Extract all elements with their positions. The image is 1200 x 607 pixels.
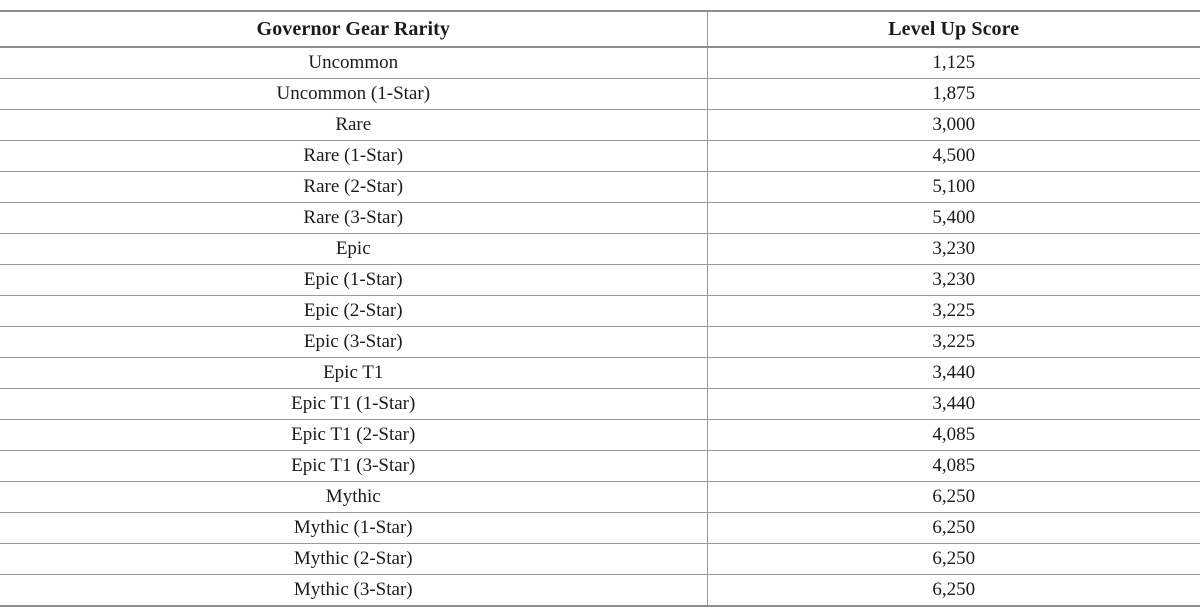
cell-level-up-score: 3,230 <box>707 264 1200 296</box>
cell-gear-rarity: Epic T1 (3-Star) <box>0 450 708 482</box>
table-body: Uncommon 1,125 Uncommon (1-Star) 1,875 Rare 3… <box>0 46 1200 607</box>
cell-level-up-score: 4,085 <box>707 450 1200 482</box>
table-row: Epic T1 3,440 <box>0 357 1200 389</box>
cell-gear-rarity: Uncommon (1-Star) <box>0 78 708 110</box>
cell-level-up-score: 6,250 <box>707 574 1200 607</box>
table-row: Rare (1-Star) 4,500 <box>0 140 1200 172</box>
cell-level-up-score: 6,250 <box>707 512 1200 544</box>
governor-gear-rarity-table: Governor Gear Rarity Level Up Score Unco… <box>0 10 1200 607</box>
cell-gear-rarity: Epic (3-Star) <box>0 326 708 358</box>
cell-gear-rarity: Epic <box>0 233 708 265</box>
cell-level-up-score: 6,250 <box>707 543 1200 575</box>
cell-level-up-score: 3,225 <box>707 295 1200 327</box>
table-row: Mythic (1-Star) 6,250 <box>0 512 1200 544</box>
table-row: Uncommon (1-Star) 1,875 <box>0 78 1200 110</box>
cell-level-up-score: 3,440 <box>707 357 1200 389</box>
cell-level-up-score: 4,500 <box>707 140 1200 172</box>
cell-gear-rarity: Epic T1 (1-Star) <box>0 388 708 420</box>
table-row: Epic 3,230 <box>0 233 1200 265</box>
cell-level-up-score: 6,250 <box>707 481 1200 513</box>
table-row: Mythic (2-Star) 6,250 <box>0 543 1200 575</box>
cell-gear-rarity: Epic (2-Star) <box>0 295 708 327</box>
cell-level-up-score: 5,400 <box>707 202 1200 234</box>
table-row: Rare 3,000 <box>0 109 1200 141</box>
table-row: Rare (2-Star) 5,100 <box>0 171 1200 203</box>
cell-level-up-score: 3,230 <box>707 233 1200 265</box>
cell-level-up-score: 5,100 <box>707 171 1200 203</box>
cell-gear-rarity: Uncommon <box>0 46 708 79</box>
cell-level-up-score: 3,225 <box>707 326 1200 358</box>
cell-gear-rarity: Epic T1 <box>0 357 708 389</box>
table-container: Governor Gear Rarity Level Up Score Unco… <box>0 10 1200 607</box>
table-row: Mythic (3-Star) 6,250 <box>0 574 1200 607</box>
cell-gear-rarity: Epic (1-Star) <box>0 264 708 296</box>
table-row: Epic (3-Star) 3,225 <box>0 326 1200 358</box>
table-header: Governor Gear Rarity Level Up Score <box>0 10 1200 48</box>
cell-gear-rarity: Mythic (1-Star) <box>0 512 708 544</box>
table-row: Epic T1 (1-Star) 3,440 <box>0 388 1200 420</box>
table-row: Rare (3-Star) 5,400 <box>0 202 1200 234</box>
table-row: Epic T1 (3-Star) 4,085 <box>0 450 1200 482</box>
table-row: Epic (2-Star) 3,225 <box>0 295 1200 327</box>
cell-level-up-score: 1,125 <box>707 46 1200 79</box>
cell-level-up-score: 3,000 <box>707 109 1200 141</box>
cell-gear-rarity: Rare <box>0 109 708 141</box>
table-row: Epic T1 (2-Star) 4,085 <box>0 419 1200 451</box>
table-row: Epic (1-Star) 3,230 <box>0 264 1200 296</box>
cell-gear-rarity: Mythic <box>0 481 708 513</box>
cell-gear-rarity: Epic T1 (2-Star) <box>0 419 708 451</box>
cell-gear-rarity: Rare (3-Star) <box>0 202 708 234</box>
column-header-level-up-score: Level Up Score <box>707 10 1200 48</box>
cell-gear-rarity: Mythic (2-Star) <box>0 543 708 575</box>
cell-level-up-score: 1,875 <box>707 78 1200 110</box>
cell-gear-rarity: Rare (1-Star) <box>0 140 708 172</box>
column-header-governor-gear-rarity: Governor Gear Rarity <box>0 10 708 48</box>
cell-gear-rarity: Rare (2-Star) <box>0 171 708 203</box>
table-row: Mythic 6,250 <box>0 481 1200 513</box>
cell-gear-rarity: Mythic (3-Star) <box>0 574 708 607</box>
cell-level-up-score: 4,085 <box>707 419 1200 451</box>
cell-level-up-score: 3,440 <box>707 388 1200 420</box>
table-header-row: Governor Gear Rarity Level Up Score <box>0 10 1200 48</box>
table-row: Uncommon 1,125 <box>0 46 1200 79</box>
